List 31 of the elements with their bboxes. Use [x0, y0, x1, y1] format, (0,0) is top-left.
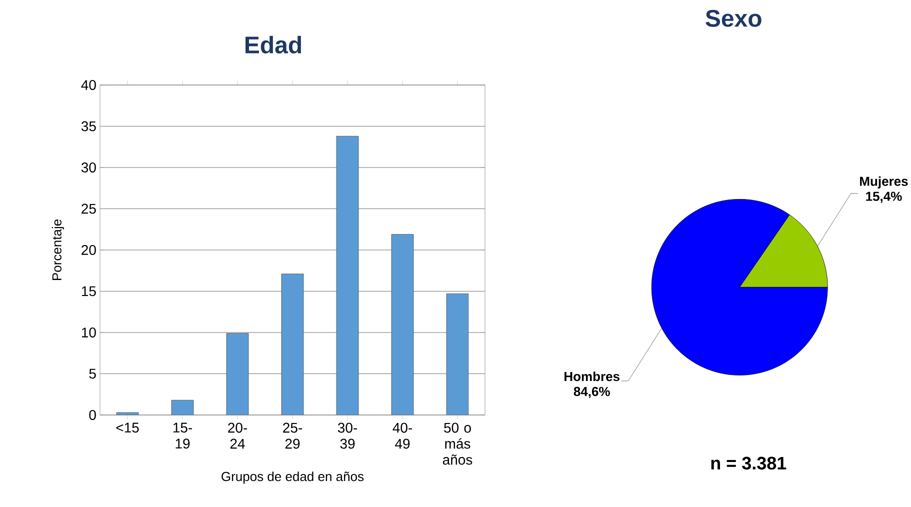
y-tick-label: 35 — [81, 121, 96, 132]
x-tick-label: 25-29 — [283, 422, 302, 449]
y-tick-label: 5 — [89, 368, 96, 379]
bar — [446, 294, 469, 415]
y-tick-label: 25 — [82, 204, 96, 214]
bar — [281, 274, 304, 415]
y-tick-label: 40 — [81, 80, 96, 90]
x-tick-label: 40-49 — [392, 422, 412, 449]
bar — [171, 400, 194, 415]
x-tick-label: 30-39 — [338, 422, 357, 449]
bar — [226, 333, 249, 415]
chart-title: Sexo — [706, 10, 762, 27]
slice-label: Mujeres — [860, 176, 908, 189]
y-tick-label: 10 — [82, 328, 96, 338]
x-axis-title: Grupos de edad en años — [222, 472, 364, 484]
bar — [391, 234, 414, 415]
text: n = 3.381 — [711, 456, 786, 470]
y-axis-title: Porcentaje — [52, 220, 64, 280]
slice-label: Hombres — [564, 372, 620, 382]
y-tick-label: 20 — [82, 245, 96, 255]
x-tick-label: <15 — [116, 422, 139, 433]
bar — [336, 136, 359, 415]
y-tick-label: 30 — [81, 162, 96, 172]
data-label: 84,6% — [574, 386, 610, 398]
y-tick-label: 0 — [89, 410, 96, 420]
chart-title: Edad — [246, 36, 302, 54]
data-label: 15,4% — [866, 192, 902, 203]
x-tick-label: 50 o más años — [442, 422, 472, 465]
x-tick-label: 20-24 — [228, 422, 247, 449]
y-tick-label: 15 — [82, 286, 96, 296]
x-tick-label: 15-19 — [173, 422, 192, 449]
